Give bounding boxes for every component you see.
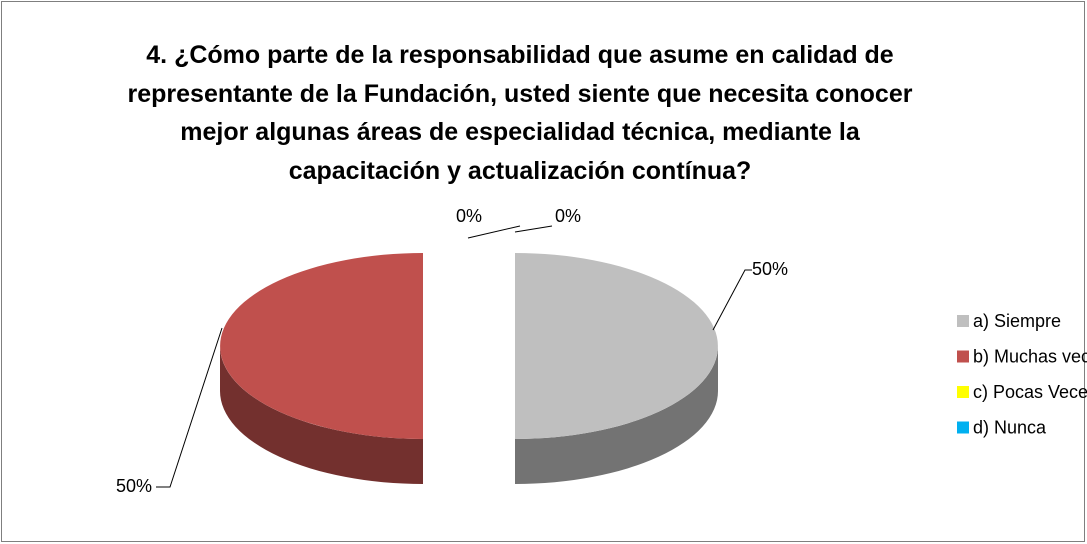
slice-edge <box>220 346 423 484</box>
data-label: 0% <box>555 206 581 226</box>
slice <box>515 253 718 439</box>
slice-side <box>220 346 423 484</box>
leader-line <box>514 225 553 233</box>
legend-label: a) Siempre <box>973 311 1061 331</box>
leader-line <box>467 225 521 239</box>
data-label: 0% <box>456 206 482 226</box>
slice <box>220 253 423 439</box>
legend-swatch <box>957 315 969 327</box>
legend-swatch <box>957 386 969 398</box>
legend-label: b) Muchas veces <box>973 346 1087 366</box>
leader-line <box>712 269 752 331</box>
legend-swatch <box>957 421 969 434</box>
slice-edge <box>515 346 718 484</box>
data-label: 50% <box>752 259 788 279</box>
legend-swatch <box>957 350 969 363</box>
legend-label: c) Pocas Veces <box>973 382 1087 402</box>
data-label: 50% <box>116 476 152 496</box>
slice-side <box>515 346 718 484</box>
leader-line <box>156 327 223 488</box>
chart-title: 4. ¿Cómo parte de la responsabilidad que… <box>127 41 913 185</box>
legend-label: d) Nunca <box>973 417 1047 437</box>
